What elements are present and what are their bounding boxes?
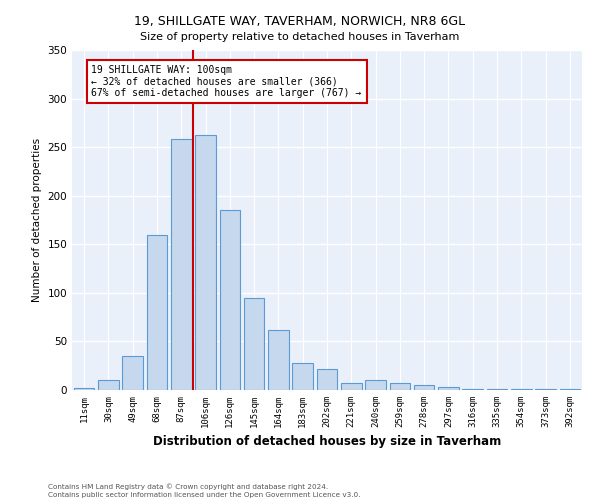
Bar: [122, 356, 143, 390]
Bar: [146, 234, 167, 390]
Bar: [98, 380, 119, 390]
Bar: [463, 389, 483, 390]
Text: 19, SHILLGATE WAY, TAVERHAM, NORWICH, NR8 6GL: 19, SHILLGATE WAY, TAVERHAM, NORWICH, NR…: [134, 15, 466, 28]
Bar: [317, 368, 337, 390]
Text: 19 SHILLGATE WAY: 100sqm
← 32% of detached houses are smaller (366)
67% of semi-: 19 SHILLGATE WAY: 100sqm ← 32% of detach…: [91, 64, 362, 98]
Bar: [195, 134, 216, 390]
Bar: [292, 363, 313, 390]
Bar: [535, 389, 556, 390]
Bar: [171, 140, 191, 390]
Bar: [268, 330, 289, 390]
Y-axis label: Number of detached properties: Number of detached properties: [32, 138, 42, 302]
Bar: [74, 388, 94, 390]
Bar: [341, 383, 362, 390]
Bar: [560, 389, 580, 390]
Bar: [389, 383, 410, 390]
Bar: [511, 389, 532, 390]
Bar: [487, 389, 508, 390]
Bar: [414, 385, 434, 390]
Bar: [438, 387, 459, 390]
Bar: [220, 210, 240, 390]
Text: Size of property relative to detached houses in Taverham: Size of property relative to detached ho…: [140, 32, 460, 42]
X-axis label: Distribution of detached houses by size in Taverham: Distribution of detached houses by size …: [153, 436, 501, 448]
Bar: [244, 298, 265, 390]
Text: Contains HM Land Registry data © Crown copyright and database right 2024.
Contai: Contains HM Land Registry data © Crown c…: [48, 484, 361, 498]
Bar: [365, 380, 386, 390]
